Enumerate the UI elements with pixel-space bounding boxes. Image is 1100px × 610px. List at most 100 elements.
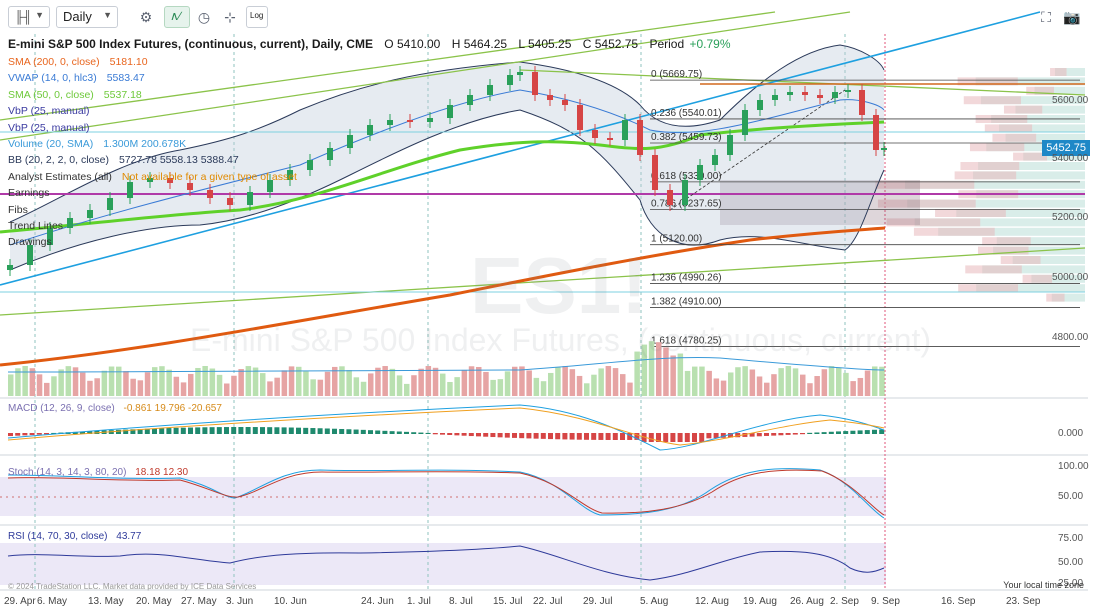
volume-bar	[699, 366, 705, 396]
legend-value: 1.300M 200.678K	[103, 138, 187, 150]
volume-bar	[173, 376, 180, 396]
dashed-line	[669, 89, 846, 211]
volume-bar	[548, 372, 554, 396]
rsi-label: RSI (14, 70, 30, close) 43.77	[8, 531, 141, 542]
time-axis-label: 22. Jul	[533, 596, 563, 607]
legend-label: Volume (20, SMA)	[8, 138, 94, 150]
volume-bar	[332, 366, 338, 396]
log-toggle[interactable]: Log	[246, 6, 268, 28]
volume-bar	[569, 369, 576, 396]
macd-bar	[843, 431, 849, 434]
volume-bar	[843, 372, 849, 396]
macd-bar	[51, 432, 57, 434]
interval-select[interactable]: Daily ▼	[56, 6, 118, 28]
volume-bar	[252, 367, 259, 396]
vbp-bar	[1012, 256, 1085, 264]
vbp-bar	[992, 133, 1037, 142]
chart-header: E-mini S&P 500 Index Futures, (continuou…	[8, 37, 731, 51]
channel-line	[0, 11, 851, 141]
volume-bar	[512, 366, 518, 396]
macd-bar	[238, 427, 244, 434]
time-axis-label: 8. Jul	[449, 596, 473, 607]
legend-item[interactable]: BB (20, 2, 2, 0, close) 5727.78 5558.13 5…	[8, 154, 239, 166]
volume-bar	[735, 367, 741, 396]
macd-bar	[778, 433, 784, 436]
candle-body	[727, 135, 733, 155]
vbp-bar	[1003, 105, 1043, 114]
legend-item[interactable]: Analyst Estimates (all) Not available for…	[8, 171, 297, 183]
candle-body	[67, 218, 73, 228]
expand-icon[interactable]: ⛶	[1041, 9, 1051, 25]
candle-body	[367, 125, 373, 135]
volume-bar	[605, 366, 612, 396]
volume-bar	[101, 370, 108, 396]
macd-bar	[332, 428, 337, 434]
legend-item[interactable]: Trend Lines	[8, 220, 63, 232]
vwap-line	[9, 89, 885, 246]
legend-item[interactable]: SMA (50, 0, close) 5537.18	[8, 89, 142, 101]
legend-item[interactable]: Drawings	[8, 236, 52, 248]
macd-bar	[771, 433, 777, 436]
macd-bar	[195, 427, 201, 434]
macd-bar	[526, 433, 532, 439]
drawing-icon[interactable]: ⊹	[224, 9, 236, 25]
chart-type-button[interactable]: ╟╢ ▼	[8, 6, 50, 28]
candle-body	[742, 110, 748, 135]
volume-bar	[692, 366, 698, 396]
volume-bar	[634, 351, 640, 396]
legend-item[interactable]: VbP (25, manual)	[8, 105, 90, 117]
volume-bars	[7, 341, 885, 396]
log-label: Log	[250, 11, 264, 20]
price-axis-label: 5400.00	[1052, 153, 1089, 164]
session-lines	[34, 34, 846, 590]
legend-label: VWAP (14, 0, hlc3)	[8, 72, 97, 85]
gear-icon[interactable]: ⚙	[139, 9, 153, 25]
time-axis-label: 29. Apr	[4, 596, 36, 607]
volume-bar	[648, 341, 655, 396]
ohlc-open: O 5410.00	[384, 37, 441, 51]
time-axis-label: 16. Sep	[941, 596, 976, 607]
volume-bar	[490, 379, 496, 396]
macd-bar	[497, 433, 503, 438]
macd-bar	[80, 431, 85, 434]
legend-item[interactable]: Earnings	[8, 187, 49, 199]
sma50-line	[0, 120, 885, 234]
macd-values: -0.861 19.796 -20.657	[123, 403, 222, 414]
legend-item[interactable]: VWAP (14, 0, hlc3) 5583.47	[8, 72, 145, 84]
candle-body	[507, 75, 513, 85]
indicator-button[interactable]: ∧∕	[164, 6, 190, 28]
volume-bar	[670, 355, 676, 396]
volume-bar	[663, 347, 669, 396]
vbp-bar	[965, 265, 1022, 274]
volume-bar	[404, 383, 410, 396]
legend-item[interactable]: Fibs	[8, 204, 28, 216]
macd-bar	[584, 433, 589, 440]
macd-bar	[87, 431, 93, 434]
clock-icon[interactable]: ◷	[197, 9, 211, 25]
macd-bar	[288, 427, 294, 434]
volume-bar	[130, 378, 136, 396]
legend-label: Trend Lines	[8, 220, 64, 232]
volume-bar	[418, 368, 424, 396]
vbp-bar	[982, 265, 1085, 274]
price-axis-label: 4800.00	[1052, 332, 1089, 343]
macd-bar	[404, 431, 409, 434]
candle-body	[447, 105, 453, 118]
macd-bar	[749, 433, 755, 437]
camera-icon[interactable]: 📷	[1063, 9, 1081, 25]
rsi-title: RSI (14, 70, 30, close)	[8, 531, 108, 542]
candle-body	[881, 148, 887, 150]
time-axis-label: 1. Jul	[407, 596, 431, 607]
macd-bar	[468, 433, 474, 437]
volume-bar	[87, 380, 93, 396]
legend-item[interactable]: Volume (20, SMA) 1.300M 200.678K	[8, 138, 186, 150]
vbp-bar	[1023, 152, 1085, 161]
legend-item[interactable]: SMA (200, 0, close) 5181.10	[8, 56, 148, 68]
legend-item[interactable]: VbP (25, manual)	[8, 122, 90, 134]
volume-bar	[411, 375, 417, 396]
bollinger-bands	[9, 44, 885, 271]
macd-bar	[576, 433, 582, 440]
volume-bar	[828, 366, 835, 396]
trend-line	[0, 11, 1041, 286]
